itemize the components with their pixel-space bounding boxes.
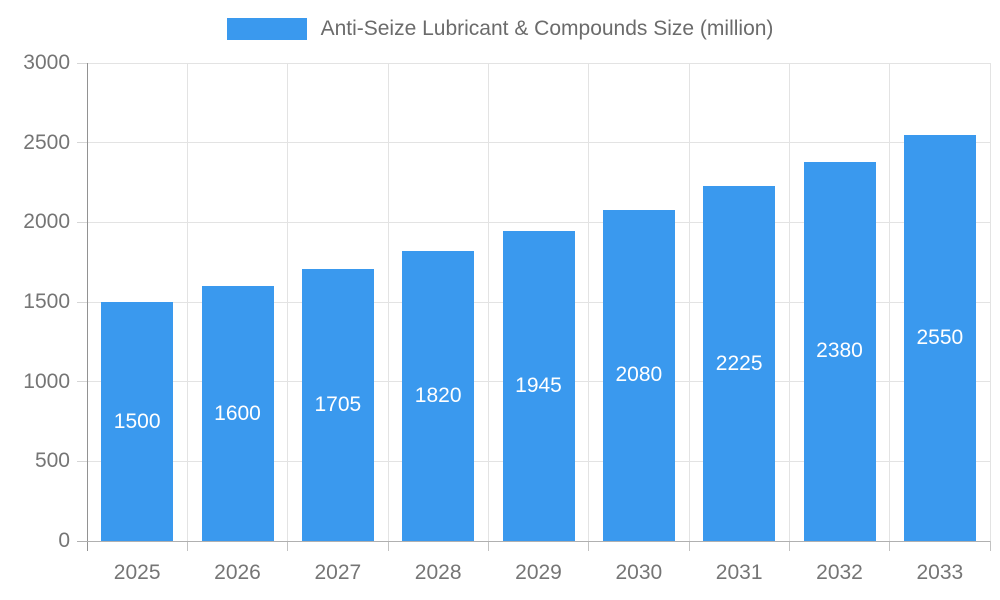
bar[interactable]: 2550 — [903, 134, 976, 541]
bar-value-label: 1500 — [113, 409, 161, 433]
x-gridline — [889, 63, 891, 541]
x-axis-tick-label: 2032 — [816, 561, 863, 584]
bar[interactable]: 1500 — [101, 302, 174, 541]
x-axis-tick-label: 2026 — [214, 561, 261, 584]
x-axis-tick-label: 2033 — [916, 561, 964, 584]
bar-value-label: 1945 — [515, 374, 562, 398]
bar-value-label: 1705 — [314, 393, 362, 417]
bar-value-label: 2080 — [615, 363, 663, 387]
y-axis-tick-label: 3000 — [23, 51, 70, 74]
y-axis-tick — [77, 221, 87, 223]
x-axis-tick-label: 2030 — [615, 561, 663, 584]
x-axis-tick — [487, 541, 489, 551]
x-axis-tick — [688, 541, 690, 551]
x-gridline — [788, 63, 790, 541]
legend-label: Anti-Seize Lubricant & Compounds Size (m… — [320, 17, 774, 40]
y-axis-tick — [77, 142, 87, 144]
x-axis-tick-label: 2025 — [113, 561, 161, 584]
y-axis-line — [86, 63, 88, 551]
x-axis-tick — [387, 541, 389, 551]
y-axis-tick — [77, 301, 87, 303]
y-gridline — [87, 62, 990, 64]
x-axis-tick — [186, 541, 188, 551]
x-axis-tick-label: 2029 — [515, 561, 562, 584]
x-gridline — [487, 63, 489, 541]
bar-value-label: 1600 — [214, 401, 261, 425]
bar[interactable]: 2080 — [602, 209, 675, 541]
bar[interactable]: 1945 — [502, 231, 575, 541]
x-axis-tick — [287, 541, 289, 551]
y-axis-tick — [77, 460, 87, 462]
y-axis-tick-label: 1500 — [23, 290, 70, 313]
y-axis-tick-label: 2000 — [23, 210, 70, 234]
x-gridline — [287, 63, 289, 541]
y-gridline — [87, 142, 990, 144]
x-axis-tick-label: 2027 — [314, 561, 362, 584]
x-axis-tick — [889, 541, 891, 551]
x-gridline — [387, 63, 389, 541]
bar[interactable]: 2225 — [703, 186, 776, 541]
y-axis-tick-label: 500 — [34, 449, 70, 473]
legend-swatch — [226, 18, 307, 40]
y-axis-tick — [77, 381, 87, 383]
bar-value-label: 1820 — [414, 383, 462, 407]
bar-value-label: 2550 — [916, 325, 964, 349]
x-axis-tick-label: 2031 — [715, 561, 763, 584]
bar[interactable]: 1600 — [201, 286, 274, 541]
y-axis-tick — [77, 62, 87, 64]
legend[interactable]: Anti-Seize Lubricant & Compounds Size (m… — [0, 17, 1000, 41]
x-gridline — [989, 63, 991, 541]
y-axis-tick-label: 2500 — [23, 130, 70, 154]
x-gridline — [688, 63, 690, 541]
y-axis-tick-label: 1000 — [23, 369, 70, 393]
y-axis-tick-label: 0 — [58, 529, 70, 552]
bar-value-label: 2380 — [816, 339, 863, 363]
x-axis-tick — [989, 541, 991, 551]
x-axis-line — [77, 540, 990, 542]
bar[interactable]: 2380 — [803, 161, 876, 541]
bar[interactable]: 1705 — [301, 269, 374, 541]
x-axis-tick-label: 2028 — [414, 561, 462, 584]
x-axis-tick — [788, 541, 790, 551]
y-gridline — [87, 221, 990, 223]
x-gridline — [588, 63, 590, 541]
x-gridline — [186, 63, 188, 541]
bar[interactable]: 1820 — [402, 251, 475, 541]
x-axis-tick — [588, 541, 590, 551]
bar-value-label: 2225 — [715, 351, 763, 375]
